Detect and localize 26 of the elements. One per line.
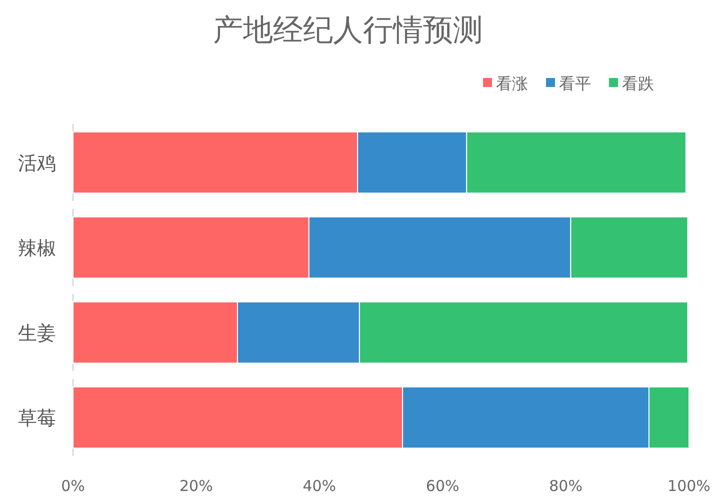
x-tick-label: 80% (549, 477, 582, 495)
bar (357, 131, 468, 194)
bar (466, 131, 686, 194)
legend-label: 看跌 (622, 74, 654, 93)
x-tick-label: 20% (180, 477, 213, 495)
y-tick-label: 活鸡 (18, 152, 56, 174)
bar (72, 386, 404, 449)
bar (358, 301, 688, 364)
bar (308, 216, 572, 279)
bar (570, 216, 688, 279)
x-tick-label: 60% (426, 477, 460, 495)
chart-title: 产地经纪人行情预测 (213, 13, 483, 48)
y-tick-label: 辣椒 (18, 238, 56, 260)
y-tick-label: 草莓 (18, 408, 56, 430)
y-tick-label: 生姜 (18, 322, 56, 344)
x-tick-label: 0% (61, 477, 85, 495)
legend-label: 看平 (559, 74, 591, 93)
legend-label: 看涨 (496, 74, 528, 93)
bar (72, 131, 358, 194)
bar (402, 386, 650, 449)
x-tick-label: 40% (302, 477, 336, 495)
bar (72, 301, 238, 364)
bar (648, 386, 690, 449)
bar (72, 216, 310, 279)
x-tick-label: 100% (668, 477, 710, 495)
bar (236, 301, 360, 364)
